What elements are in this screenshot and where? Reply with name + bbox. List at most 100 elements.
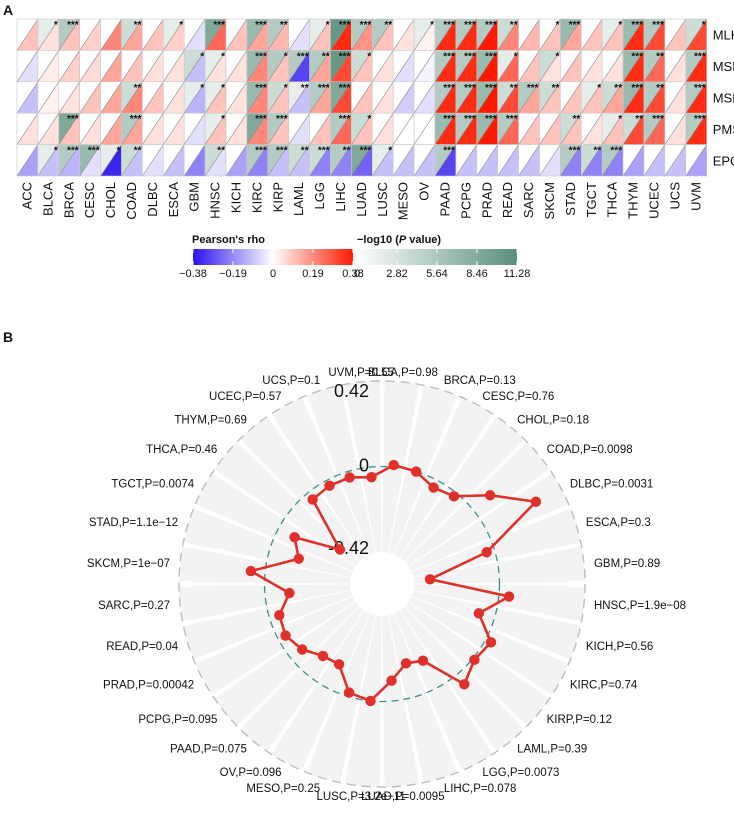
significance-stars: *** bbox=[67, 114, 79, 125]
cell-diagonal bbox=[643, 113, 666, 145]
radar-point bbox=[469, 654, 480, 666]
column-label: LAML bbox=[291, 182, 306, 216]
cell-diagonal bbox=[267, 18, 289, 51]
radar-point bbox=[245, 565, 257, 577]
radar-sector bbox=[408, 473, 569, 572]
rho-tick-label: 0 bbox=[270, 268, 276, 280]
heatmap-cell: *** bbox=[455, 50, 478, 83]
column-label: KICH bbox=[228, 182, 243, 213]
heatmap-cell: * bbox=[267, 81, 289, 114]
cell-diagonal bbox=[330, 18, 352, 51]
heatmap-cell: *** bbox=[267, 144, 289, 177]
radar-sector bbox=[400, 416, 524, 562]
significance-stars: ** bbox=[217, 146, 225, 157]
cell-diagonal bbox=[100, 81, 122, 114]
radar-sector bbox=[271, 397, 370, 558]
cell-diagonal bbox=[518, 113, 540, 145]
cell-diagonal bbox=[539, 144, 561, 177]
cell-diagonal bbox=[434, 113, 457, 145]
significance-stars: *** bbox=[297, 51, 309, 62]
heatmap-cell: *** bbox=[455, 112, 478, 145]
significance-stars: * bbox=[284, 51, 288, 62]
cell-diagonal bbox=[121, 50, 143, 82]
heatmap-cell bbox=[455, 144, 478, 177]
heatmap-cell bbox=[121, 50, 143, 83]
category-label: STAD,P=1.1e−12 bbox=[89, 517, 178, 529]
significance-stars: * bbox=[221, 114, 225, 125]
significance-stars: *** bbox=[464, 83, 476, 94]
radar-point bbox=[388, 459, 399, 471]
column-label: SARC bbox=[521, 182, 536, 218]
column-label: CHOL bbox=[103, 182, 118, 218]
heatmap-cell: *** bbox=[58, 112, 80, 145]
significance-stars: *** bbox=[443, 51, 455, 62]
radar-sector bbox=[394, 397, 493, 558]
heatmap-cell bbox=[664, 112, 687, 145]
heatmap-cell: *** bbox=[267, 112, 289, 145]
heatmap-cell: *** bbox=[622, 81, 645, 114]
cell-diagonal bbox=[685, 18, 707, 51]
p-tick-label: 8.46 bbox=[466, 268, 487, 280]
heatmap-cell: * bbox=[204, 112, 227, 145]
cell-diagonal bbox=[455, 81, 478, 114]
category-label: KIRC,P=0.74 bbox=[570, 679, 638, 691]
heatmap-cell: *** bbox=[434, 18, 457, 51]
heatmap-cell: ** bbox=[643, 50, 666, 83]
p-value-triangle bbox=[58, 19, 80, 51]
cell-diagonal bbox=[518, 50, 540, 82]
heatmap-cell bbox=[392, 81, 415, 114]
cell-diagonal bbox=[121, 113, 143, 145]
cell-diagonal bbox=[246, 113, 269, 145]
heatmap-cell bbox=[518, 144, 540, 177]
cell-diagonal bbox=[601, 144, 624, 177]
heatmap-cell bbox=[351, 81, 373, 114]
radar-point bbox=[459, 679, 470, 690]
heatmap-cell: *** bbox=[643, 18, 666, 51]
radar-point bbox=[417, 655, 429, 666]
heatmap-cell bbox=[225, 18, 248, 51]
heatmap-cell bbox=[163, 112, 185, 145]
cell-diagonal bbox=[288, 144, 310, 177]
radar-point bbox=[280, 630, 291, 641]
column-label: LUSC bbox=[375, 182, 390, 217]
significance-stars: ** bbox=[573, 114, 581, 125]
radar-sector bbox=[411, 590, 581, 660]
radar-point bbox=[317, 650, 329, 662]
cell-diagonal bbox=[476, 113, 498, 145]
significance-stars: ** bbox=[301, 146, 309, 157]
category-label: LAML,P=0.39 bbox=[517, 744, 587, 756]
heatmap-cell bbox=[309, 112, 331, 145]
cell-diagonal bbox=[622, 50, 645, 82]
cell-diagonal bbox=[142, 113, 164, 145]
heatmap-cell bbox=[58, 50, 80, 83]
heatmap-cell: * bbox=[371, 144, 394, 177]
heatmap-cell bbox=[518, 50, 540, 83]
heatmap-cell: ** bbox=[371, 18, 394, 51]
heatmap-cell: ** bbox=[580, 144, 603, 177]
significance-stars: *** bbox=[506, 114, 518, 125]
cell-diagonal bbox=[183, 18, 206, 51]
heatmap-cell: * bbox=[685, 18, 707, 51]
radar-point bbox=[293, 553, 304, 564]
cell-diagonal bbox=[643, 81, 666, 114]
radar-point bbox=[274, 609, 285, 621]
significance-stars: *** bbox=[318, 83, 330, 94]
heatmap-cell bbox=[413, 50, 436, 83]
significance-stars: * bbox=[54, 146, 58, 157]
category-label: CESC,P=0.76 bbox=[482, 391, 554, 403]
heatmap-cell bbox=[100, 112, 122, 145]
significance-stars: *** bbox=[339, 83, 351, 94]
cell-diagonal bbox=[288, 50, 310, 82]
heatmap-cell: * bbox=[204, 81, 227, 114]
heatmap-cell: ** bbox=[539, 81, 561, 114]
cell-diagonal bbox=[455, 144, 478, 177]
heatmap-cell: * bbox=[601, 112, 624, 145]
significance-stars: *** bbox=[569, 20, 581, 31]
heatmap-cell: * bbox=[183, 50, 206, 83]
cell-diagonal bbox=[163, 144, 185, 177]
significance-stars: *** bbox=[67, 146, 79, 157]
cell-diagonal bbox=[225, 50, 248, 82]
heatmap-cell: *** bbox=[685, 112, 707, 145]
heatmap-cell bbox=[163, 81, 185, 114]
cell-diagonal bbox=[309, 144, 331, 177]
